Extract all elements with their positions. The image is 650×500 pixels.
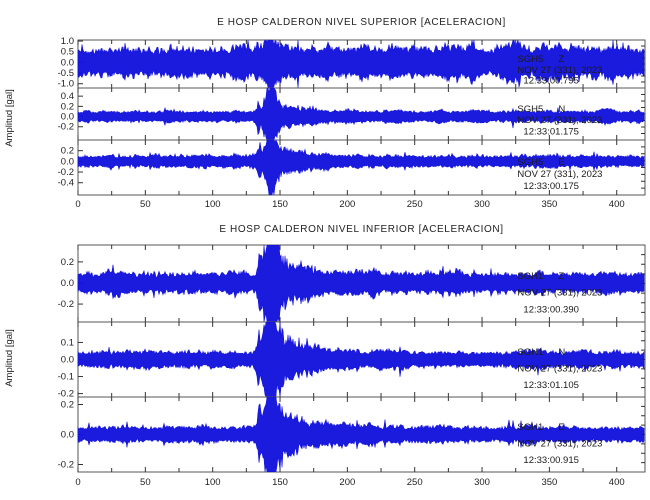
y-tick-label: -0.2 xyxy=(58,389,74,400)
y-tick-label: 0.0 xyxy=(61,278,74,289)
y-tick-label: 0.5 xyxy=(61,47,74,58)
x-tick-label: 300 xyxy=(474,199,490,210)
y-tick-label: 0.0 xyxy=(61,156,74,167)
y-tick-label: -0.1 xyxy=(58,372,74,383)
y-tick-label: 0.4 xyxy=(61,91,74,102)
x-tick-label: 200 xyxy=(339,477,355,488)
y-tick-label: 0.0 xyxy=(61,355,74,366)
trace-station-label: SGH1 E xyxy=(517,422,564,433)
trace-starttime-label: 12:33:00.915 xyxy=(523,455,578,466)
y-tick-label: -0.5 xyxy=(58,68,74,79)
trace-station-label: SGH5 N xyxy=(517,104,565,115)
y-tick-label: 0.0 xyxy=(61,430,74,441)
x-tick-label: 350 xyxy=(541,199,557,210)
trace-station-label: SGH1 Z xyxy=(517,271,564,282)
trace-date-label: NOV 27 (331), 2023 xyxy=(517,364,602,375)
x-tick-label: 150 xyxy=(272,199,288,210)
y-tick-label: -0.2 xyxy=(58,122,74,133)
y-tick-label: -1.0 xyxy=(58,79,74,90)
trace-date-label: NOV 27 (331), 2023 xyxy=(517,65,602,76)
trace-date-label: NOV 27 (331), 2023 xyxy=(517,115,602,126)
trace-starttime-label: 12:33:01.105 xyxy=(523,380,578,391)
trace-SGH1-Z: 0.2 0.0 -0.2 SGH1 Z NOV 27 (331), 2023 12:33:0… xyxy=(58,244,646,323)
x-tick-label: 50 xyxy=(140,477,151,488)
trace-starttime-label: 12:33:00.175 xyxy=(523,181,578,192)
x-tick-label: 250 xyxy=(407,477,423,488)
trace-starttime-label: 12:33:01.175 xyxy=(523,127,578,138)
trace-starttime-label: 12:33:00.390 xyxy=(523,305,578,316)
waveform-SGH1-Z xyxy=(77,245,645,322)
x-tick-label: 50 xyxy=(140,199,151,210)
y-tick-label: -0.4 xyxy=(58,178,74,189)
y-tick-label: 0.1 xyxy=(61,337,74,348)
waveform-SGH1-E xyxy=(77,397,645,472)
waveform-SGH5-E xyxy=(77,139,645,196)
x-tick-label: 300 xyxy=(474,477,490,488)
trace-date-label: NOV 27 (331), 2023 xyxy=(517,288,602,299)
y-tick-label: 0.0 xyxy=(61,112,74,123)
y-tick-label: 0.2 xyxy=(61,400,74,411)
panel-inferior: 0.2 0.0 -0.2 SGH1 Z NOV 27 (331), 2023 12:33:0… xyxy=(58,244,646,488)
x-tick-label: 0 xyxy=(75,477,80,488)
y-tick-label: 0.2 xyxy=(61,257,74,268)
x-tick-label: 400 xyxy=(609,477,625,488)
y-tick-label: 0.2 xyxy=(61,146,74,157)
x-tick-label: 400 xyxy=(609,199,625,210)
x-tick-label: 250 xyxy=(407,199,423,210)
trace-date-label: NOV 27 (331), 2023 xyxy=(517,169,602,180)
trace-starttime-label: 12:33:00.795 xyxy=(523,75,578,86)
y-tick-label: -0.2 xyxy=(58,167,74,178)
trace-SGH1-E: 0.2 0.0 -0.2 SGH1 E NOV 27 (331), 2023 12:33:0… xyxy=(58,396,646,473)
trace-station-label: SGH1 N xyxy=(517,347,565,358)
x-tick-label: 0 xyxy=(75,199,80,210)
x-tick-label: 100 xyxy=(205,477,221,488)
waveform-SGH5-N xyxy=(77,87,645,141)
trace-SGH1-N: 0.1 0.0 -0.1 -0.2 SGH1 N NOV 27 (331), 2023 12:… xyxy=(58,321,646,400)
y-tick-label: 0.2 xyxy=(61,101,74,112)
x-tick-label: 350 xyxy=(541,477,557,488)
trace-station-label: SGH5 Z xyxy=(517,54,564,65)
y-tick-label: 1.0 xyxy=(61,36,74,47)
panel-superior-title: E HOSP CALDERON NIVEL SUPERIOR [ACELERAC… xyxy=(217,17,506,28)
y-tick-label: -0.2 xyxy=(58,460,74,471)
x-tick-label: 200 xyxy=(339,199,355,210)
y-tick-label: -0.2 xyxy=(58,299,74,310)
waveform-SGH5-Z xyxy=(77,39,645,89)
x-tick-label: 100 xyxy=(205,199,221,210)
y-tick-label: 0.0 xyxy=(61,57,74,68)
x-tick-label: 150 xyxy=(272,477,288,488)
trace-station-label: SGH5 E xyxy=(517,157,564,168)
panel-inferior-title: E HOSP CALDERON NIVEL INFERIOR [ACELERAC… xyxy=(219,224,504,235)
trace-date-label: NOV 27 (331), 2023 xyxy=(517,439,602,450)
